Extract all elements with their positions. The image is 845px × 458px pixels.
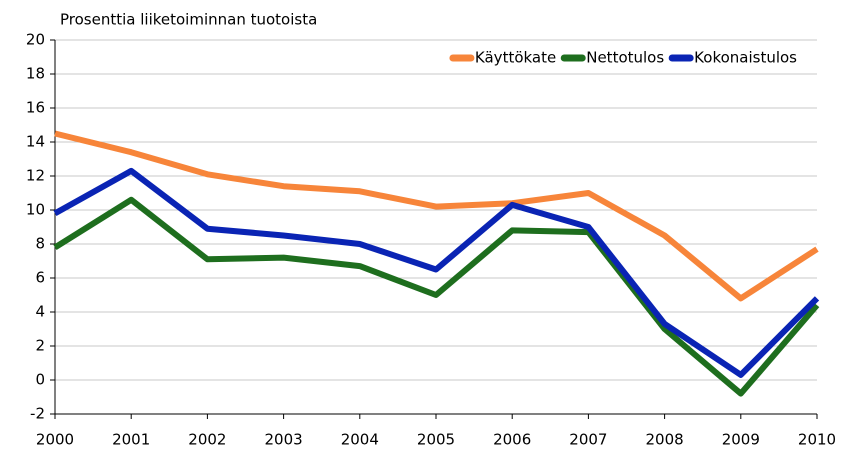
y-tick-label: 12 (26, 167, 45, 185)
y-tick-label: 0 (35, 371, 45, 389)
x-tick-label: 2009 (722, 431, 760, 449)
y-tick-label: 6 (35, 269, 45, 287)
y-tick-label: 8 (35, 235, 45, 253)
x-tick-label: 2010 (798, 431, 836, 449)
chart-title: Prosenttia liiketoiminnan tuotoista (60, 11, 317, 29)
y-tick-label: 14 (26, 133, 45, 151)
x-tick-label: 2003 (265, 431, 303, 449)
y-tick-label: 4 (35, 303, 45, 321)
y-tick-label: -2 (30, 405, 45, 423)
series-line (53, 196, 820, 397)
x-tick-label: 2006 (493, 431, 531, 449)
y-tick-label: 10 (26, 201, 45, 219)
x-tick-label: 2007 (569, 431, 607, 449)
y-tick-label: 16 (26, 99, 45, 117)
y-tick-label: 20 (26, 31, 45, 49)
y-tick-label: 18 (26, 65, 45, 83)
y-tick-label: 2 (35, 337, 45, 355)
series-line (53, 167, 820, 378)
x-tick-label: 2008 (646, 431, 684, 449)
series-line (54, 130, 819, 302)
x-tick-label: 2000 (36, 431, 74, 449)
x-tick-label: 2004 (341, 431, 379, 449)
legend-label: Käyttökate (475, 49, 556, 67)
x-tick-label: 2002 (188, 431, 226, 449)
x-tick-label: 2001 (112, 431, 150, 449)
legend-label: Nettotulos (586, 49, 664, 67)
legend-label: Kokonaistulos (694, 49, 797, 67)
x-tick-label: 2005 (417, 431, 455, 449)
